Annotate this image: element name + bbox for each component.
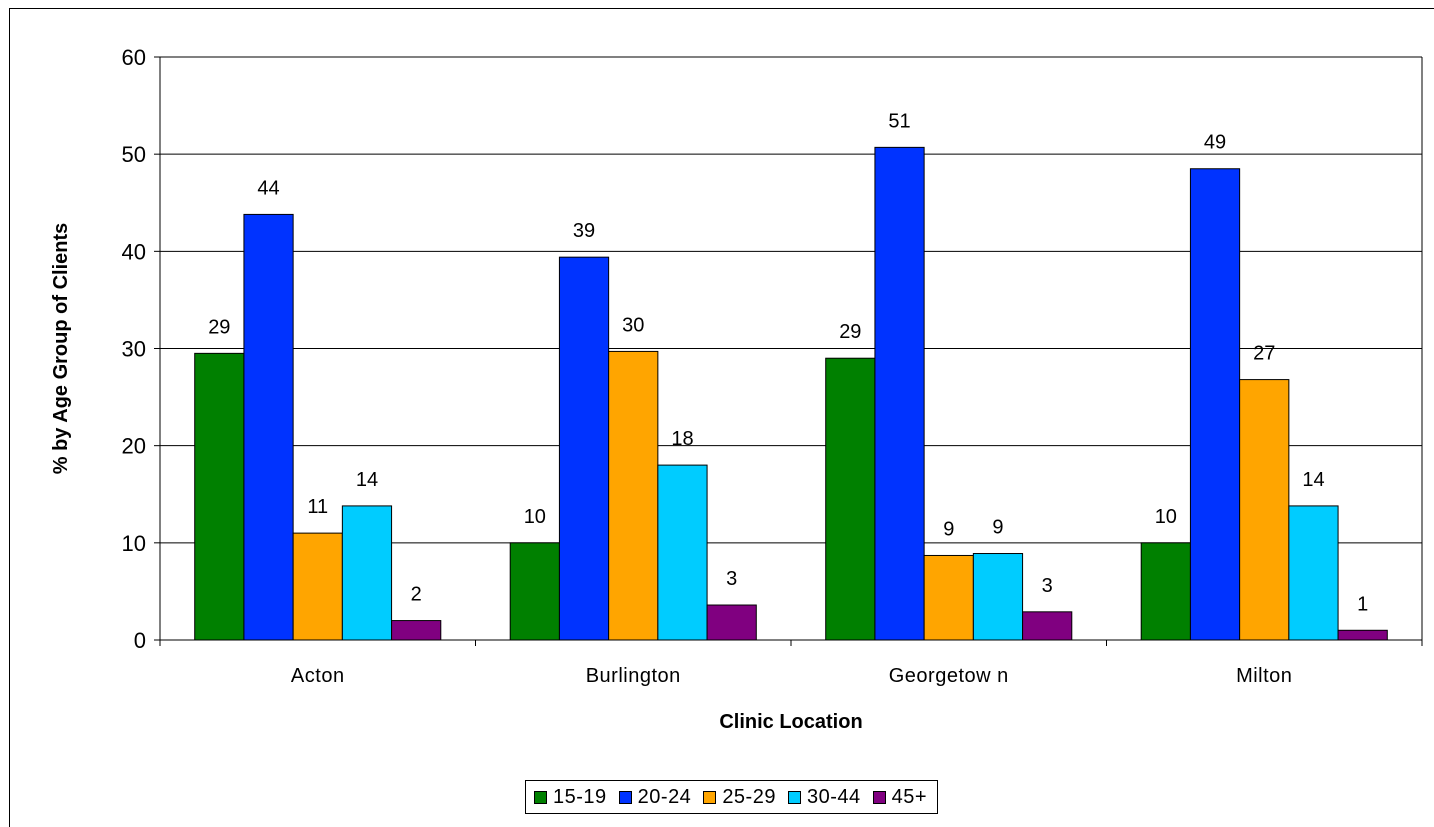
- bar-15-19: [1140, 542, 1191, 641]
- category-label: Georgetow n: [889, 665, 1009, 687]
- bar-45+: [1337, 629, 1388, 641]
- bar-15-19: [825, 357, 876, 641]
- bar-20-24: [1189, 168, 1241, 641]
- data-label: 14: [1302, 469, 1324, 491]
- y-tick-label: 60: [122, 45, 146, 70]
- category-label: Milton: [1236, 665, 1292, 687]
- data-label: 39: [573, 220, 595, 242]
- y-tick-label: 30: [122, 337, 146, 362]
- data-label: 1: [1357, 593, 1368, 615]
- data-label: 14: [356, 469, 378, 491]
- y-tick-label: 40: [122, 239, 146, 264]
- legend-label: 15-19: [553, 785, 607, 808]
- legend-label: 45+: [891, 785, 928, 808]
- bar-30-44: [657, 464, 708, 641]
- data-label: 9: [992, 517, 1003, 539]
- x-axis-title: Clinic Location: [719, 711, 862, 733]
- y-tick-label: 20: [122, 434, 146, 459]
- y-axis-title: % by Age Group of Clients: [50, 223, 72, 475]
- legend-swatch: [703, 790, 717, 804]
- bar-25-29: [923, 554, 974, 641]
- legend-item: 30-44: [787, 785, 861, 809]
- data-label: 10: [524, 506, 546, 528]
- bar-25-29: [608, 350, 659, 641]
- legend-item: 15-19: [534, 786, 607, 809]
- data-label: 9: [943, 518, 954, 540]
- data-label: 29: [839, 321, 861, 343]
- legend-item: 45+: [872, 785, 928, 809]
- bar-45+: [391, 620, 442, 641]
- y-tick-label: 50: [122, 142, 146, 167]
- bar-30-44: [972, 553, 1024, 641]
- data-label: 27: [1253, 343, 1275, 365]
- data-label: 3: [726, 568, 737, 590]
- legend-swatch: [787, 790, 801, 804]
- bar-15-19: [509, 542, 560, 641]
- bar-45+: [706, 604, 757, 641]
- y-tick-label: 0: [134, 628, 146, 653]
- legend-label: 25-29: [722, 785, 776, 808]
- chart-frame: [9, 8, 1434, 827]
- data-label: 44: [257, 177, 279, 199]
- bar-30-44: [1288, 505, 1339, 641]
- legend-item: 20-24: [618, 785, 692, 809]
- y-tick-label: 10: [122, 531, 146, 556]
- bar-25-29: [1239, 379, 1290, 641]
- data-label: 3: [1042, 575, 1053, 597]
- data-label: 11: [307, 496, 328, 518]
- legend-swatch: [618, 790, 632, 804]
- data-label: 29: [208, 316, 230, 338]
- legend-swatch: [534, 790, 547, 804]
- bar-20-24: [243, 213, 294, 641]
- bar-30-44: [341, 505, 393, 641]
- legend-label: 30-44: [806, 785, 861, 808]
- category-label: Burlington: [586, 665, 681, 687]
- data-label: 2: [411, 584, 422, 606]
- bar-20-24: [558, 256, 610, 641]
- legend-swatch: [872, 790, 886, 804]
- data-label: 51: [888, 110, 910, 132]
- legend-item: 25-29: [703, 786, 776, 809]
- bar-45+: [1022, 611, 1073, 641]
- data-label: 30: [622, 314, 644, 336]
- bar-15-19: [194, 352, 245, 641]
- data-label: 18: [671, 428, 693, 450]
- data-label: 10: [1155, 506, 1177, 528]
- data-label: 49: [1204, 132, 1226, 154]
- bar-20-24: [874, 146, 925, 641]
- bar-25-29: [292, 532, 343, 641]
- legend: 15-19 20-24 25-29 30-44 45+: [525, 780, 939, 814]
- category-label: Acton: [291, 665, 345, 687]
- legend-label: 20-24: [637, 785, 692, 808]
